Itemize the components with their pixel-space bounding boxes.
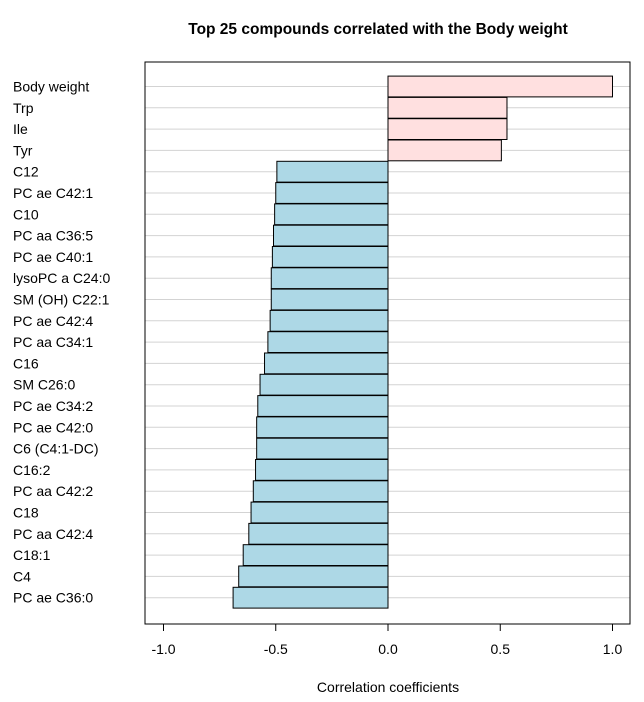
category-label: Trp bbox=[13, 100, 34, 116]
bar bbox=[273, 224, 389, 247]
bar bbox=[271, 246, 389, 268]
x-axis-label: Correlation coefficients bbox=[317, 679, 459, 695]
category-label: C16:2 bbox=[13, 462, 51, 478]
category-label: C18 bbox=[13, 505, 39, 521]
category-label: PC aa C36:5 bbox=[13, 228, 93, 244]
category-label: Tyr bbox=[13, 142, 33, 158]
bar bbox=[248, 522, 389, 545]
category-label: Body weight bbox=[13, 79, 89, 95]
chart-title: Top 25 compounds correlated with the Bod… bbox=[188, 21, 568, 38]
bar bbox=[232, 586, 389, 609]
category-label: lysoPC a C24:0 bbox=[13, 270, 110, 286]
category-label: C4 bbox=[13, 568, 31, 584]
x-tick-label: 0.0 bbox=[378, 641, 398, 657]
x-tick-label: 0.5 bbox=[491, 641, 511, 657]
category-label: PC aa C42:2 bbox=[13, 483, 93, 499]
category-label: SM (OH) C22:1 bbox=[13, 292, 110, 308]
x-axis: -1.0 -0.5 0.0 0.5 1.0 bbox=[151, 624, 622, 657]
bar bbox=[387, 96, 508, 119]
bar bbox=[276, 160, 389, 183]
bar bbox=[270, 267, 389, 290]
category-label: Ile bbox=[13, 121, 28, 137]
category-label: PC aa C34:1 bbox=[13, 334, 93, 350]
bar bbox=[274, 203, 389, 226]
bar bbox=[257, 395, 389, 417]
category-label: PC ae C36:0 bbox=[13, 590, 93, 606]
bar bbox=[256, 437, 389, 460]
bar bbox=[264, 352, 389, 375]
category-label: C10 bbox=[13, 206, 39, 222]
bar bbox=[387, 75, 613, 98]
bar bbox=[387, 118, 508, 140]
category-label: PC ae C34:2 bbox=[13, 398, 93, 414]
category-label: PC ae C42:4 bbox=[13, 313, 93, 329]
bar bbox=[238, 565, 389, 588]
bar bbox=[387, 139, 502, 162]
bar bbox=[250, 501, 389, 524]
category-labels: Body weight Trp Ile Tyr C12 PC ae C42:1 C10 PC … bbox=[13, 79, 110, 606]
bar bbox=[259, 373, 389, 396]
category-label: SM C26:0 bbox=[13, 377, 75, 393]
bar bbox=[275, 182, 389, 204]
x-tick-label: 1.0 bbox=[603, 641, 623, 657]
x-tick-label: -1.0 bbox=[151, 641, 175, 657]
bars bbox=[232, 75, 613, 609]
bar bbox=[255, 459, 389, 481]
bar bbox=[270, 288, 389, 311]
category-label: C12 bbox=[13, 164, 39, 180]
bar bbox=[267, 331, 389, 354]
category-label: PC ae C42:0 bbox=[13, 419, 93, 435]
x-tick-label: -0.5 bbox=[264, 641, 288, 657]
category-label: PC aa C42:4 bbox=[13, 526, 93, 542]
category-label: C6 (C4:1-DC) bbox=[13, 441, 99, 457]
category-label: PC ae C40:1 bbox=[13, 249, 93, 265]
category-label: C16 bbox=[13, 355, 39, 371]
category-label: PC ae C42:1 bbox=[13, 185, 93, 201]
bar bbox=[269, 309, 389, 332]
bar bbox=[252, 480, 389, 503]
category-label: C18:1 bbox=[13, 547, 51, 563]
bar bbox=[256, 416, 389, 439]
bar bbox=[242, 544, 389, 567]
